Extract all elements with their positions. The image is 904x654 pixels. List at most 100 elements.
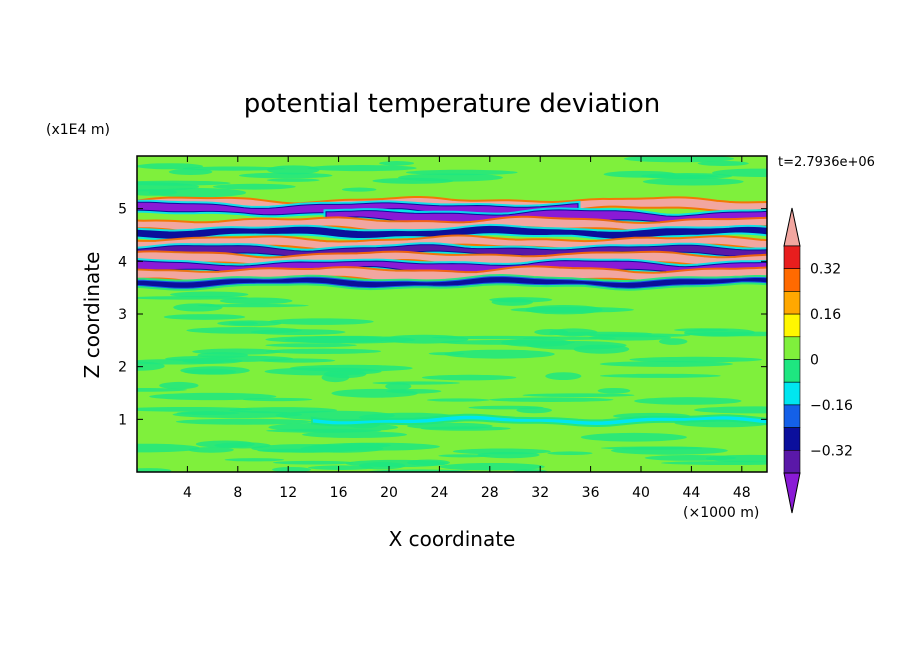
background-patch xyxy=(658,338,688,345)
background-patch xyxy=(137,163,204,170)
colorbar-segment xyxy=(783,336,801,360)
background-patch xyxy=(308,465,374,470)
background-patch xyxy=(186,327,302,334)
background-patch xyxy=(549,331,653,336)
background-patch xyxy=(212,183,296,190)
contour-band xyxy=(312,415,767,426)
background-patch xyxy=(599,373,721,378)
background-patches xyxy=(137,156,767,472)
background-patch xyxy=(163,314,246,320)
x-unit-label: (×1000 m) xyxy=(683,505,759,521)
background-patch xyxy=(137,443,200,453)
background-patch xyxy=(684,328,756,337)
background-patch xyxy=(516,407,552,414)
x-axis: 4 8 12 16 20 24 28 32 36 40 44 48 xyxy=(183,156,751,501)
background-patch xyxy=(275,410,395,421)
background-patch xyxy=(421,374,517,381)
background-patch xyxy=(510,306,635,313)
background-patch xyxy=(629,356,763,363)
background-patch xyxy=(439,462,545,471)
colorbar-segment xyxy=(783,427,801,451)
colorbar-segment xyxy=(783,245,801,270)
x-tick-label: 44 xyxy=(682,485,700,501)
background-patch xyxy=(372,381,460,385)
x-tick-label: 40 xyxy=(632,485,650,501)
background-patch xyxy=(547,451,593,456)
background-patch xyxy=(405,169,518,176)
background-patch xyxy=(603,170,677,178)
x-tick-label: 32 xyxy=(531,485,549,501)
background-patch xyxy=(597,387,631,394)
y-tick-label: 5 xyxy=(118,202,127,218)
background-patch xyxy=(379,161,415,166)
background-patch xyxy=(148,188,247,198)
colorbar-segment xyxy=(783,359,801,383)
background-patch xyxy=(600,446,703,450)
background-patch xyxy=(712,168,767,177)
background-patch xyxy=(341,187,377,192)
plot-area xyxy=(137,156,767,472)
y-tick-label: 3 xyxy=(118,307,127,323)
background-patch xyxy=(149,392,277,401)
colorbar-tick-label: −0.32 xyxy=(810,443,853,459)
background-patch xyxy=(197,303,309,308)
contour-band xyxy=(137,267,767,282)
background-patch xyxy=(170,291,249,298)
background-patch xyxy=(491,298,533,306)
background-patch xyxy=(217,320,282,327)
background-patch xyxy=(545,372,582,380)
colorbar-tick-label: 0.32 xyxy=(810,262,841,278)
background-patch xyxy=(176,411,240,415)
colorbar-segment xyxy=(783,381,801,406)
background-patch xyxy=(642,177,744,186)
colorbar-tick-label: −0.16 xyxy=(810,398,853,414)
background-patch xyxy=(489,397,614,402)
background-patch xyxy=(137,468,172,472)
background-patch xyxy=(272,460,354,465)
background-patch xyxy=(337,443,391,448)
background-patch xyxy=(267,165,320,175)
background-patch xyxy=(137,180,231,186)
contour-band xyxy=(137,217,767,232)
background-patch xyxy=(407,459,451,466)
y-tick-label: 4 xyxy=(118,254,127,270)
background-patch xyxy=(693,406,767,414)
x-tick-label: 28 xyxy=(481,485,499,501)
contour-bands xyxy=(137,196,767,428)
background-patch xyxy=(407,422,493,430)
background-patch xyxy=(137,361,165,371)
background-patch xyxy=(302,431,408,438)
x-tick-label: 48 xyxy=(733,485,751,501)
colorbar-tick-label: 0 xyxy=(810,353,819,369)
background-patch xyxy=(195,440,255,448)
background-patch xyxy=(219,297,293,305)
background-patch xyxy=(180,366,250,375)
background-patch xyxy=(398,173,503,182)
background-patch xyxy=(266,178,320,182)
background-patch xyxy=(522,393,635,398)
colorbar-segment xyxy=(783,268,801,292)
colorbar-segment xyxy=(783,449,801,474)
background-patch xyxy=(175,418,313,425)
background-patch xyxy=(183,166,286,171)
colorbar-segment xyxy=(783,404,801,428)
background-patch xyxy=(168,168,213,176)
y-axis-label: Z coordinate xyxy=(80,252,104,379)
background-patch xyxy=(697,160,749,166)
background-patch xyxy=(523,336,616,340)
background-patch xyxy=(599,361,734,367)
background-patch xyxy=(705,454,767,463)
background-patch xyxy=(159,381,199,390)
background-patch xyxy=(265,348,382,354)
x-tick-label: 24 xyxy=(430,485,448,501)
background-patch xyxy=(182,357,243,364)
background-patch xyxy=(224,458,285,462)
time-label: t=2.7936e+06 xyxy=(778,155,875,170)
background-patch xyxy=(265,336,394,343)
colorbar-extend-top xyxy=(783,207,801,247)
background-patch xyxy=(137,406,253,412)
x-tick-label: 4 xyxy=(183,485,192,501)
x-tick-label: 12 xyxy=(279,485,297,501)
background-patch xyxy=(289,364,413,372)
background-patch xyxy=(242,397,313,402)
